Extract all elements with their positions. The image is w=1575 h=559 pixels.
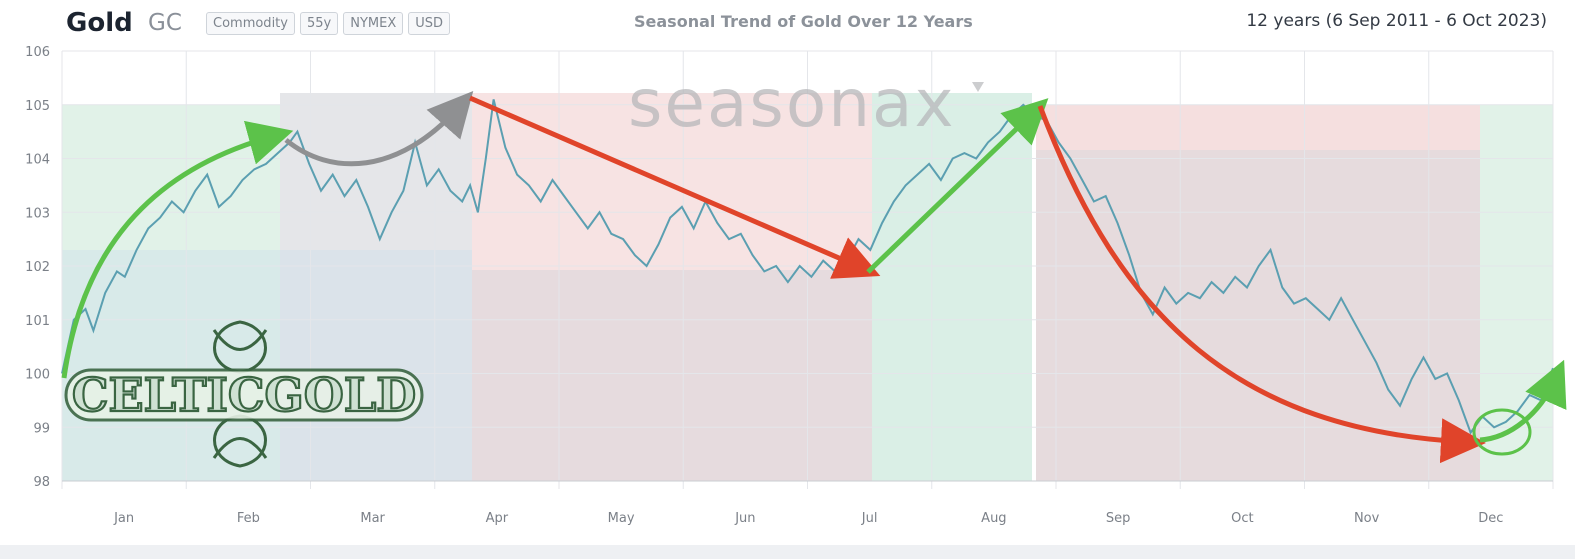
date-range[interactable]: 12 years (6 Sep 2011 - 6 Oct 2023) [1246, 11, 1547, 31]
bearish-arrow-sep-nov [1037, 105, 1486, 464]
ticker-symbol: GC [148, 10, 182, 36]
y-tick-label: 102 [25, 260, 50, 275]
band-dec-bullish [1480, 105, 1553, 481]
y-axis: 98 99 100 101 102 103 104 105 106 [25, 45, 50, 490]
y-tick-label: 100 [25, 368, 50, 383]
instrument-title: Gold [66, 8, 133, 38]
chart-title: Seasonal Trend of Gold Over 12 Years [634, 12, 973, 31]
instrument-badges: Commodity 55y NYMEX USD [206, 12, 451, 35]
x-tick-label-mar: Mar [360, 511, 385, 526]
x-tick-label-aug: Aug [981, 511, 1006, 526]
watermark-accent-icon [972, 82, 984, 92]
seasonax-watermark: seasonax [628, 65, 956, 142]
x-tick-label-jan: Jan [113, 511, 134, 526]
x-tick-label-dec: Dec [1478, 511, 1503, 526]
badge-currency[interactable]: USD [408, 12, 451, 35]
band-apr-jun-lower-gray [472, 270, 872, 481]
chart-grid [61, 50, 1554, 489]
bearish-arrow-apr-jun [469, 95, 881, 279]
x-tick-label-oct: Oct [1231, 511, 1253, 526]
seasonal-price-line[interactable] [61, 99, 1554, 435]
x-tick-label-apr: Apr [486, 511, 509, 526]
y-tick-label: 99 [33, 421, 50, 436]
y-tick-label: 104 [25, 153, 50, 168]
x-tick-label-jul: Jul [861, 511, 878, 526]
band-mar-lower-blue [62, 250, 472, 481]
x-tick-label-jun: Jun [734, 511, 755, 526]
x-tick-label-feb: Feb [237, 511, 260, 526]
trend-arrows [61, 91, 1567, 464]
y-tick-label: 106 [25, 45, 50, 60]
band-jul-aug-bullish [872, 93, 1032, 481]
y-tick-label: 105 [25, 99, 50, 114]
celticgold-logo-text: CELTICGOLD [72, 368, 416, 422]
badge-exchange[interactable]: NYMEX [343, 12, 404, 35]
celticgold-logo: CELTICGOLD [64, 320, 424, 468]
x-tick-label-nov: Nov [1354, 511, 1380, 526]
bullish-arrow-jan-feb [61, 120, 294, 379]
y-tick-label: 103 [25, 206, 50, 221]
bullish-arrow-jul-aug [866, 98, 1049, 274]
badge-history[interactable]: 55y [299, 12, 339, 35]
y-tick-label: 98 [33, 475, 50, 490]
x-tick-label-may: May [608, 511, 635, 526]
x-tick-label-sep: Sep [1106, 511, 1131, 526]
y-tick-label: 101 [25, 314, 50, 329]
chart-header: Gold GC Commodity 55y NYMEX USD Seasonal… [0, 0, 1575, 46]
badge-asset-class[interactable]: Commodity [206, 12, 295, 35]
footer-bar [0, 545, 1575, 559]
bullish-arrow-dec [1479, 359, 1567, 443]
x-axis: Jan Feb Mar Apr May Jun Jul Aug Sep Oct Nov Dec [113, 511, 1503, 526]
neutral-arrow-feb-mar [284, 91, 474, 167]
band-sep-nov-lower-gray [1036, 150, 1480, 481]
bottom-highlight-circle [1472, 408, 1532, 456]
